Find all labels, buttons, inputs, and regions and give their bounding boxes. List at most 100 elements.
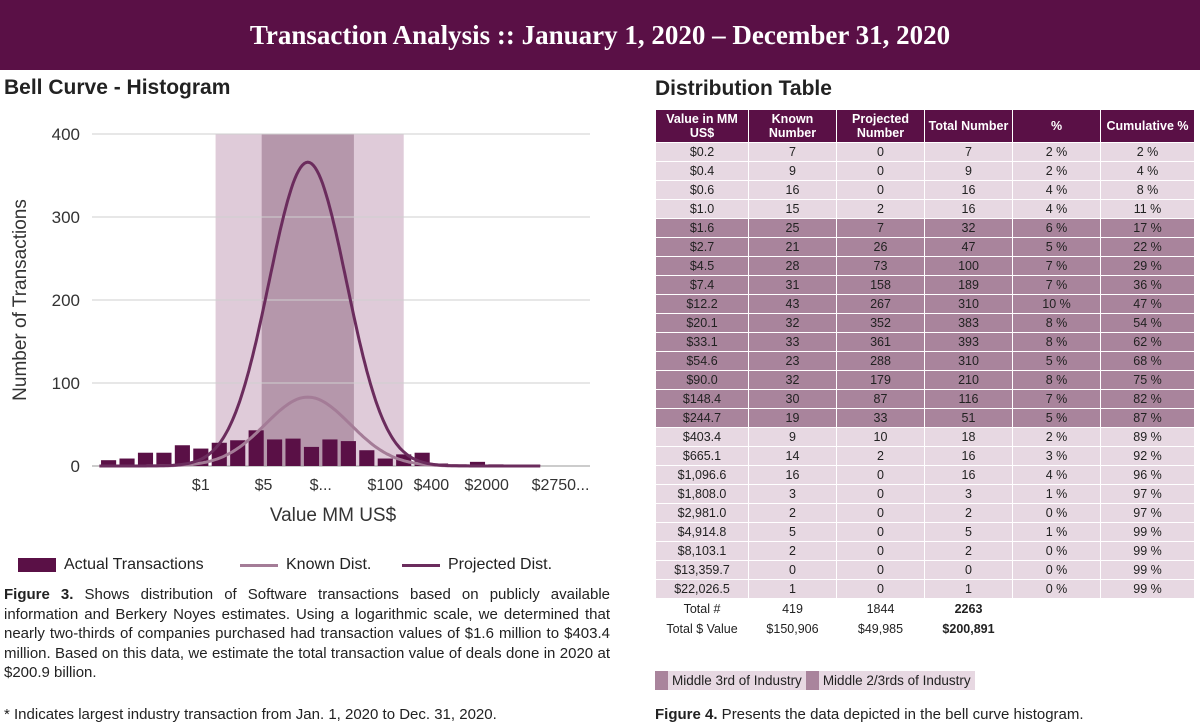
cell-cumulative: 4 % [1100, 161, 1195, 181]
cell-cumulative: 99 % [1100, 579, 1195, 599]
cell-cumulative: 11 % [1100, 199, 1195, 219]
table-row: $1,808.0 3 0 3 1 % 97 % [655, 484, 1195, 504]
cell-percent: 7 % [1012, 256, 1101, 276]
chart-legend: Actual Transactions Known Dist. Projecte… [18, 556, 578, 578]
cell-total: 189 [924, 275, 1013, 295]
cell-cumulative: 54 % [1100, 313, 1195, 333]
cell-total: 2 [924, 503, 1013, 523]
table-row: $2,981.0 2 0 2 0 % 97 % [655, 503, 1195, 523]
cell-cumulative: 82 % [1100, 389, 1195, 409]
total-value-empty-1 [1012, 619, 1101, 639]
cell-known: 33 [748, 332, 837, 352]
cell-percent: 8 % [1012, 332, 1101, 352]
total-value-projected: $49,985 [836, 619, 925, 639]
cell-value: $244.7 [655, 408, 749, 428]
header-total: Total Number [924, 109, 1013, 143]
cell-known: 32 [748, 370, 837, 390]
total-value-row: Total $ Value $150,906 $49,985 $200,891 [655, 619, 1195, 639]
figure-3-label: Figure 3. [4, 586, 74, 603]
bar [137, 452, 154, 466]
total-count-empty-2 [1100, 598, 1195, 619]
cell-cumulative: 8 % [1100, 180, 1195, 200]
x-tick-label: $100 [367, 477, 403, 494]
cell-percent: 7 % [1012, 389, 1101, 409]
cell-value: $13,359.7 [655, 560, 749, 580]
cell-projected: 179 [836, 370, 925, 390]
table-row: $7.4 31 158 189 7 % 36 % [655, 275, 1195, 295]
x-axis-label: Value MM US$ [270, 505, 397, 526]
cell-percent: 0 % [1012, 503, 1101, 523]
cell-known: 2 [748, 541, 837, 561]
cell-value: $7.4 [655, 275, 749, 295]
cell-known: 23 [748, 351, 837, 371]
y-axis-label: Number of Transactions [10, 199, 31, 401]
cell-value: $2,981.0 [655, 503, 749, 523]
cell-total: 16 [924, 180, 1013, 200]
cell-projected: 87 [836, 389, 925, 409]
cell-projected: 7 [836, 218, 925, 238]
cell-cumulative: 96 % [1100, 465, 1195, 485]
cell-projected: 2 [836, 199, 925, 219]
cell-projected: 0 [836, 465, 925, 485]
table-row: $0.6 16 0 16 4 % 8 % [655, 180, 1195, 200]
cell-projected: 361 [836, 332, 925, 352]
cell-projected: 10 [836, 427, 925, 447]
cell-total: 51 [924, 408, 1013, 428]
cell-cumulative: 99 % [1100, 522, 1195, 542]
cell-known: 28 [748, 256, 837, 276]
y-tick-label: 300 [52, 208, 80, 227]
cell-percent: 0 % [1012, 541, 1101, 561]
legend-label-actual: Actual Transactions [64, 556, 204, 573]
cell-known: 3 [748, 484, 837, 504]
cell-projected: 0 [836, 161, 925, 181]
cell-cumulative: 75 % [1100, 370, 1195, 390]
y-tick-label: 400 [52, 125, 80, 144]
cell-known: 1 [748, 579, 837, 599]
x-tick-label: $... [310, 477, 332, 494]
cell-percent: 10 % [1012, 294, 1101, 314]
x-tick-label: $400 [414, 477, 450, 494]
cell-known: 9 [748, 427, 837, 447]
cell-known: 2 [748, 503, 837, 523]
cell-cumulative: 36 % [1100, 275, 1195, 295]
header-cumulative: Cumulative % [1100, 109, 1195, 143]
cell-value: $12.2 [655, 294, 749, 314]
cell-total: 16 [924, 199, 1013, 219]
table-row: $403.4 9 10 18 2 % 89 % [655, 427, 1195, 447]
table-row: $8,103.1 2 0 2 0 % 99 % [655, 541, 1195, 561]
bar [101, 460, 117, 466]
cell-total: 16 [924, 465, 1013, 485]
cell-total: 18 [924, 427, 1013, 447]
cell-projected: 288 [836, 351, 925, 371]
cell-projected: 0 [836, 579, 925, 599]
cell-known: 16 [748, 180, 837, 200]
figure-4-label: Figure 4. [655, 706, 718, 723]
cell-total: 9 [924, 161, 1013, 181]
page-banner: Transaction Analysis :: January 1, 2020 … [0, 0, 1200, 70]
cell-percent: 2 % [1012, 427, 1101, 447]
cell-value: $148.4 [655, 389, 749, 409]
cell-total: 310 [924, 294, 1013, 314]
cell-cumulative: 89 % [1100, 427, 1195, 447]
legend-item-known: Known Dist. [240, 556, 371, 574]
page-title: Transaction Analysis :: January 1, 2020 … [249, 19, 951, 50]
projected-dist-line [99, 160, 541, 468]
x-tick-label: $1 [192, 477, 210, 494]
legend-item-actual: Actual Transactions [18, 556, 204, 574]
cell-value: $1,096.6 [655, 465, 749, 485]
x-tick-label: $2750... [532, 477, 590, 494]
bar [359, 450, 375, 466]
table-row: $13,359.7 0 0 0 0 % 99 % [655, 560, 1195, 580]
bar [267, 439, 283, 466]
cell-value: $4.5 [655, 256, 749, 276]
table-row: $4.5 28 73 100 7 % 29 % [655, 256, 1195, 276]
table-row: $1.6 25 7 32 6 % 17 % [655, 218, 1195, 238]
table-row: $0.4 9 0 9 2 % 4 % [655, 161, 1195, 181]
cell-total: 310 [924, 351, 1013, 371]
cell-projected: 33 [836, 408, 925, 428]
cell-known: 25 [748, 218, 837, 238]
bar [377, 458, 393, 466]
header-percent: % [1012, 109, 1101, 143]
cell-percent: 5 % [1012, 408, 1101, 428]
total-count-total: 2263 [924, 598, 1013, 619]
